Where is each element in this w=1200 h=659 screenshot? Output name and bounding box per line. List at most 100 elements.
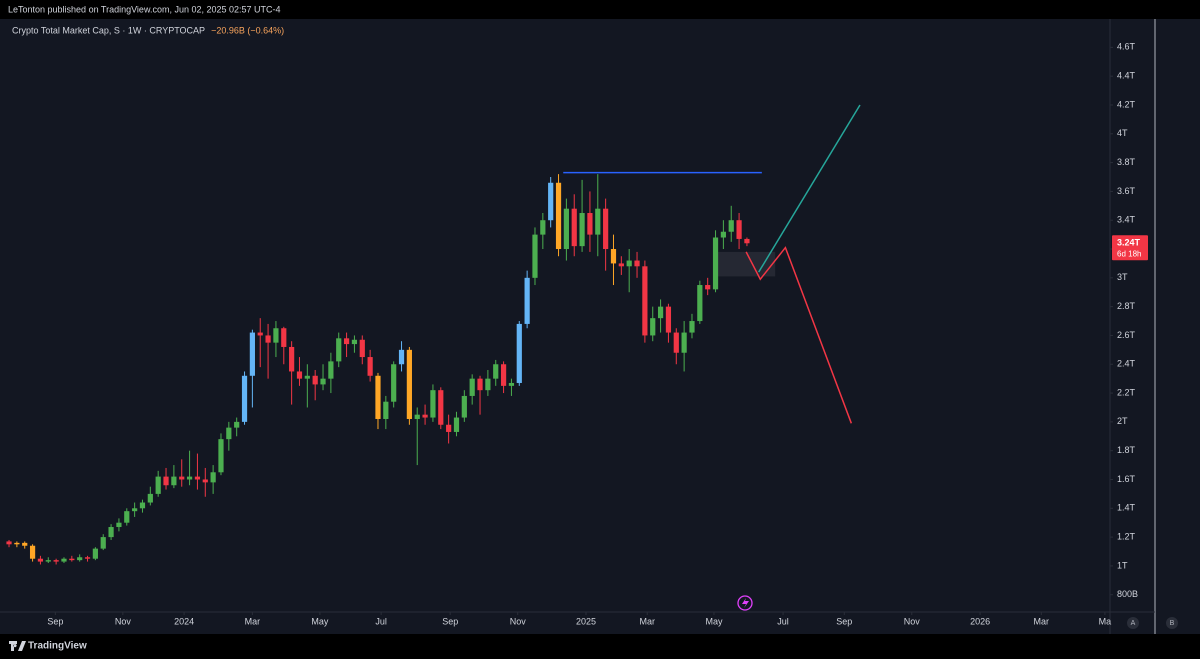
last-price-box <box>1112 235 1148 261</box>
x-tick-label: Nov <box>510 616 527 626</box>
candle-body <box>712 237 719 290</box>
bar-countdown: 6d 18h <box>1117 249 1141 258</box>
candle-body <box>540 220 546 235</box>
candle-body <box>391 364 397 402</box>
y-tick-label: 2.2T <box>1117 387 1136 397</box>
y-tick-label: 1T <box>1117 560 1128 570</box>
candle-body <box>210 472 216 483</box>
y-tick-label: 3.4T <box>1117 215 1136 225</box>
x-tick-label: Sep <box>47 616 63 626</box>
candle-body <box>186 476 193 480</box>
candle-body <box>273 328 279 343</box>
candle-body <box>132 508 138 512</box>
candle-body <box>249 332 255 376</box>
log-button[interactable] <box>1166 617 1178 629</box>
candle-body <box>571 208 577 247</box>
brand-logo <box>9 641 26 651</box>
candle-body <box>697 285 703 322</box>
candle-body <box>265 335 271 343</box>
candle-body <box>61 558 67 562</box>
candle-body <box>53 560 59 562</box>
y-tick-label: 2.6T <box>1117 330 1136 340</box>
x-tick-label: 2024 <box>174 616 194 626</box>
x-tick-label: May <box>311 616 329 626</box>
candle-body <box>226 427 232 440</box>
x-tick-label: Sep <box>836 616 852 626</box>
candle-body <box>673 332 679 353</box>
candle-body <box>155 476 161 494</box>
candle-body <box>736 220 742 239</box>
x-tick-label: Jul <box>375 616 387 626</box>
candle-body <box>241 375 248 422</box>
candle-body <box>548 182 554 221</box>
last-price-label: 3.24T <box>1117 238 1141 248</box>
y-tick-label: 2T <box>1117 416 1128 426</box>
x-tick-label: May <box>705 616 723 626</box>
candle-body <box>461 395 467 418</box>
x-tick-label: Jul <box>777 616 789 626</box>
candle-body <box>69 558 75 561</box>
x-tick-label: Mar <box>1034 616 1050 626</box>
y-tick-label: 800B <box>1117 589 1138 599</box>
candle-body <box>563 208 569 250</box>
candle-body <box>328 361 334 379</box>
candle-body <box>375 375 381 419</box>
y-tick-label: 3.8T <box>1117 157 1136 167</box>
candle-body <box>508 382 515 386</box>
x-tick-label: Ma <box>1099 616 1112 626</box>
candle-body <box>383 401 389 419</box>
auto-button-label: A <box>1131 620 1136 627</box>
bottom-bar <box>0 634 1200 659</box>
candle-body <box>438 390 444 425</box>
candle-body <box>493 364 499 379</box>
candle-body <box>532 234 538 278</box>
candle-body <box>29 545 36 559</box>
y-tick-label: 4.6T <box>1117 42 1136 52</box>
y-tick-label: 3.6T <box>1117 186 1136 196</box>
candle-body <box>218 439 224 473</box>
y-tick-label: 1.8T <box>1117 445 1136 455</box>
candle-body <box>289 346 295 372</box>
candle-body <box>524 277 530 324</box>
candle-body <box>618 263 624 267</box>
event-icon[interactable] <box>737 595 753 611</box>
candle-body <box>634 260 640 267</box>
candle-body <box>665 306 672 333</box>
candle-body <box>728 220 734 232</box>
candle-body <box>642 266 648 336</box>
candle-body <box>681 332 687 353</box>
auto-button[interactable] <box>1127 617 1139 629</box>
candle-body <box>202 479 208 483</box>
candle-body <box>139 502 146 509</box>
candle-body <box>720 231 726 238</box>
candle-body <box>257 332 263 336</box>
candle-body <box>320 378 326 385</box>
candle-body <box>367 357 373 376</box>
candle-body <box>84 557 91 559</box>
candle-body <box>124 511 130 523</box>
candle-body <box>500 364 507 386</box>
candle-body <box>446 424 452 432</box>
candle-body <box>6 541 12 545</box>
candle-body <box>422 414 428 418</box>
candle-body <box>194 476 201 480</box>
candle-body <box>108 527 114 538</box>
price-change: −20.96B (−0.64%) <box>211 25 284 35</box>
candle-body <box>610 249 617 264</box>
candle-body <box>595 208 601 235</box>
candle-body <box>469 378 475 396</box>
candle-body <box>14 542 20 545</box>
y-tick-label: 1.6T <box>1117 474 1136 484</box>
x-tick-label: Nov <box>904 616 921 626</box>
candle-body <box>296 371 303 379</box>
candle-body <box>92 548 98 559</box>
y-tick-label: 1.4T <box>1117 503 1136 513</box>
publisher-line: LeTonton published on TradingView.com, J… <box>8 4 281 14</box>
candle-body <box>555 182 562 250</box>
candle-body <box>430 390 436 418</box>
y-tick-label: 4.4T <box>1117 71 1136 81</box>
candle-body <box>281 328 287 347</box>
y-tick-label: 2.8T <box>1117 301 1136 311</box>
